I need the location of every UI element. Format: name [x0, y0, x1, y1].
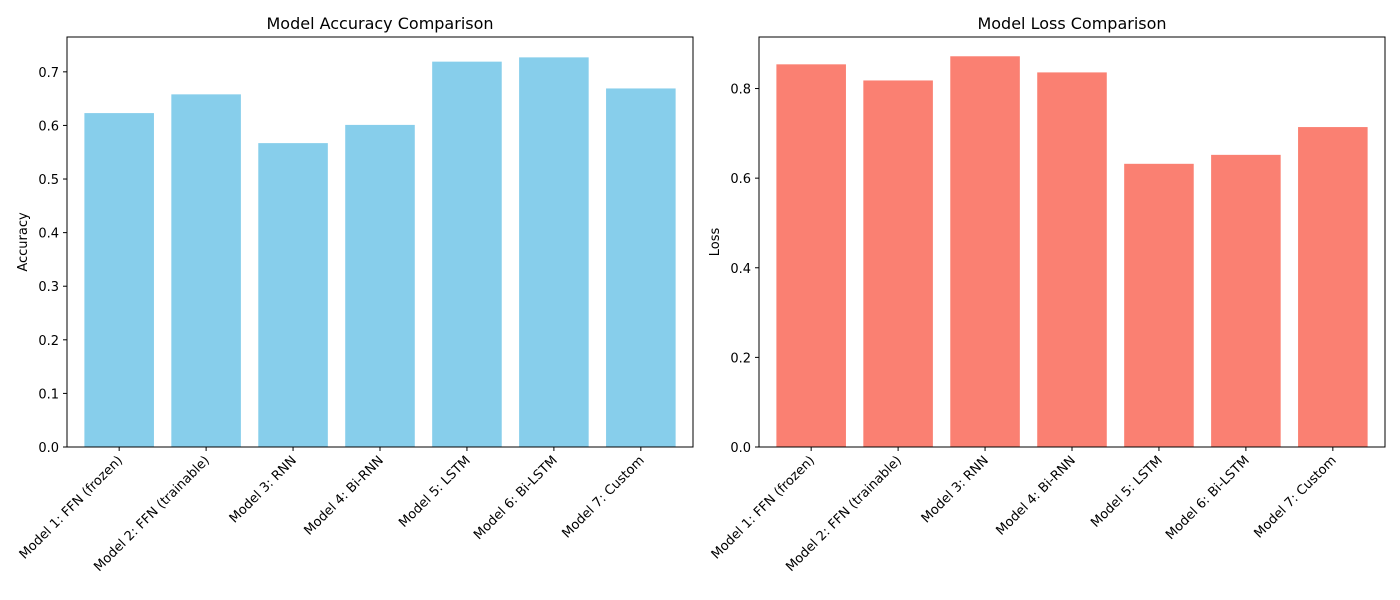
accuracy-x-tick-label: Model 4: Bi-RNN — [302, 453, 387, 538]
accuracy-bar — [258, 143, 328, 447]
accuracy-chart-title: Model Accuracy Comparison — [266, 14, 493, 33]
accuracy-y-tick-label: 0.1 — [38, 387, 59, 402]
loss-y-ticks: 0.0 0.2 0.4 0.6 0.8 — [730, 83, 759, 456]
loss-y-axis-label: Loss — [708, 228, 723, 257]
loss-x-tick-label: Model 3: RNN — [919, 453, 992, 526]
accuracy-plot-frame — [66, 36, 694, 448]
loss-chart-title: Model Loss Comparison — [977, 14, 1166, 33]
loss-y-tick-label: 0.8 — [730, 83, 751, 98]
accuracy-bar — [84, 113, 154, 447]
loss-chart: Model Loss Comparison Loss 0.00.20.40.60… — [708, 14, 1386, 575]
accuracy-y-ticks: 0.0 0.1 0.2 0.3 0.4 0.5 0.6 0.7 — [38, 66, 67, 456]
loss-bar — [1124, 163, 1194, 447]
accuracy-y-tick-label: 0.4 — [38, 227, 59, 242]
accuracy-bar — [171, 94, 241, 447]
loss-bar — [1037, 72, 1107, 448]
loss-y-tick-label: 0.4 — [730, 262, 751, 277]
accuracy-y-tick-label: 0.7 — [38, 66, 59, 81]
accuracy-y-axis-label: Accuracy — [16, 212, 31, 272]
accuracy-y-tick-label: 0.3 — [38, 280, 59, 295]
accuracy-bar — [345, 124, 415, 448]
accuracy-y-tick-label: 0.6 — [38, 119, 59, 134]
accuracy-x-tick-label: Model 5: LSTM — [396, 453, 474, 531]
accuracy-x-tick-label: Model 7: Custom — [559, 453, 647, 541]
loss-x-tick-label: Model 7: Custom — [1251, 453, 1339, 541]
loss-x-ticks: Model 1: FFN (frozen)Model 2: FFN (train… — [709, 447, 1340, 575]
loss-bar — [1298, 127, 1368, 447]
accuracy-bar — [432, 61, 502, 448]
accuracy-chart: Model Accuracy Comparison Accuracy 0.00.… — [16, 14, 694, 575]
loss-x-tick-label: Model 4: Bi-RNN — [994, 453, 1079, 538]
accuracy-y-tick-label: 0.5 — [38, 173, 59, 188]
loss-bar — [1211, 154, 1281, 447]
loss-bars — [776, 56, 1368, 448]
accuracy-x-tick-label: Model 6: Bi-LSTM — [471, 453, 561, 543]
loss-plot-frame — [758, 36, 1386, 448]
accuracy-bar — [606, 88, 676, 447]
accuracy-bar — [519, 57, 589, 448]
loss-y-tick-label: 0.2 — [730, 351, 751, 366]
loss-x-tick-label: Model 5: LSTM — [1088, 453, 1166, 531]
loss-bar — [863, 80, 933, 448]
loss-y-tick-label: 0.6 — [730, 172, 751, 187]
loss-bar — [776, 64, 846, 447]
accuracy-y-tick-label: 0.2 — [38, 334, 59, 349]
loss-bar — [950, 56, 1020, 448]
accuracy-y-tick-label: 0.0 — [38, 441, 59, 456]
loss-y-tick-label: 0.0 — [730, 441, 751, 456]
accuracy-bars — [84, 57, 676, 448]
accuracy-x-ticks: Model 1: FFN (frozen)Model 2: FFN (train… — [17, 447, 648, 575]
loss-x-tick-label: Model 6: Bi-LSTM — [1163, 453, 1253, 543]
accuracy-x-tick-label: Model 3: RNN — [227, 453, 300, 526]
